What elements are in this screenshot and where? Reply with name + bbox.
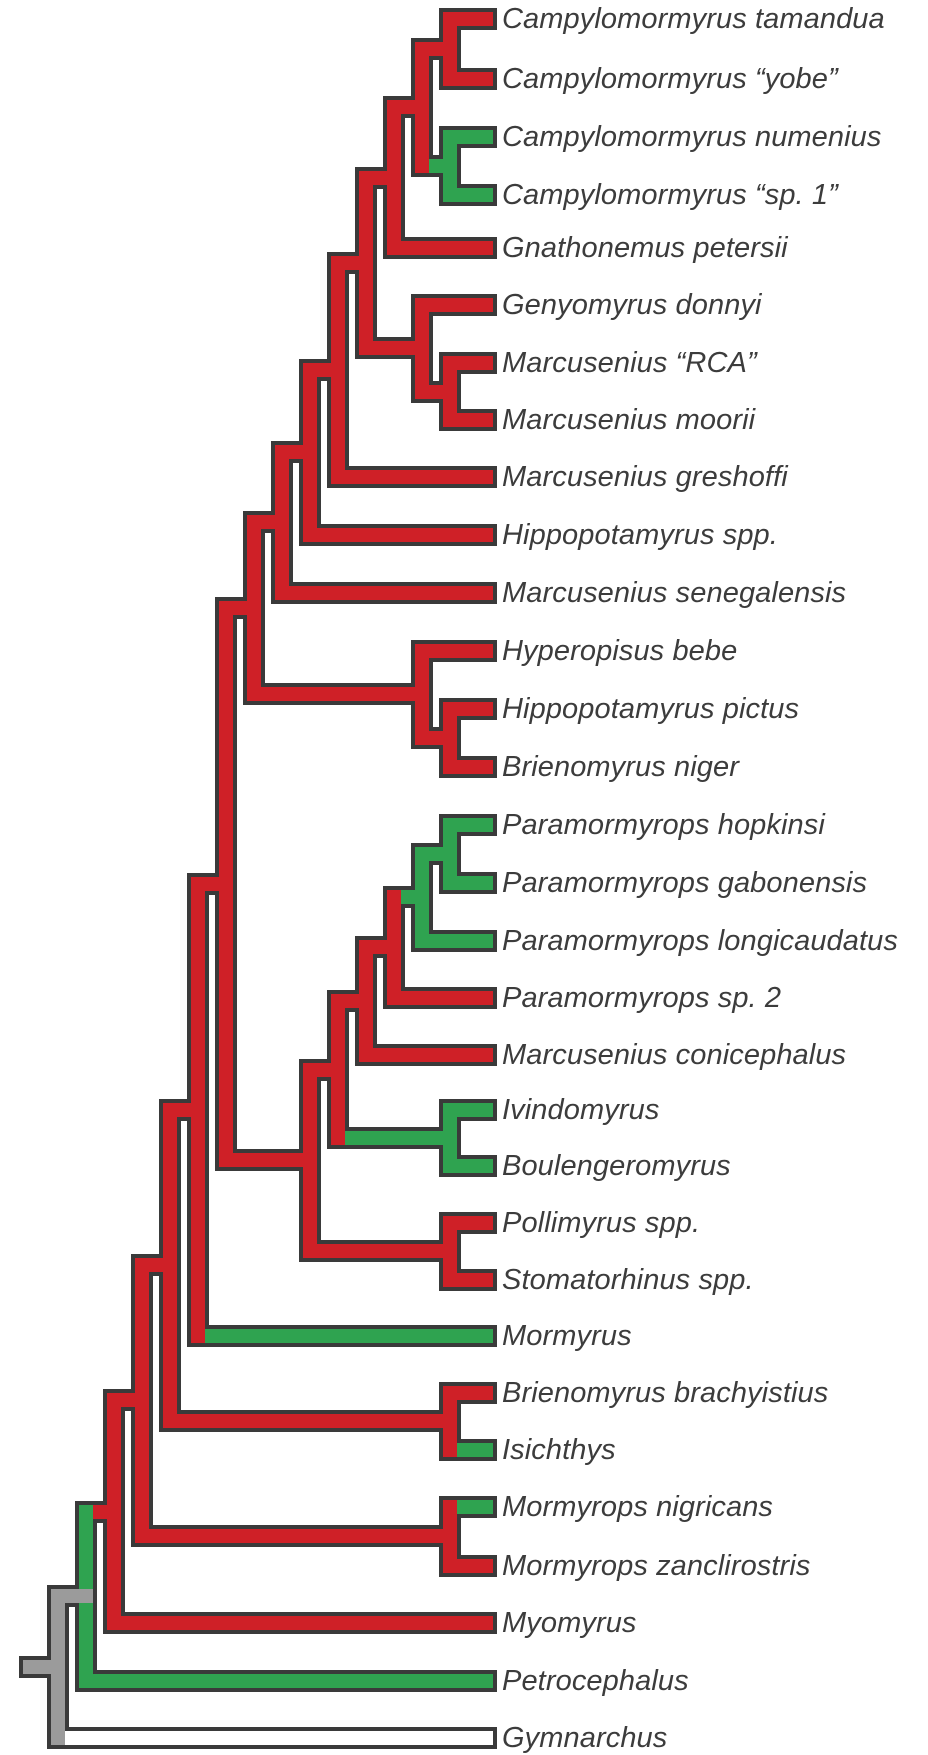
taxon-label-campylomormyrus-tamandua: Campylomormyrus tamandua bbox=[502, 3, 885, 35]
taxon-label-gymnarchus: Gymnarchus bbox=[502, 1722, 668, 1754]
taxon-label-paramormyrops-hopkinsi: Paramormyrops hopkinsi bbox=[502, 809, 825, 841]
taxon-label-campylomormyrus-sp-1: Campylomormyrus “sp. 1” bbox=[502, 179, 838, 211]
taxon-label-gnathonemus-petersii: Gnathonemus petersii bbox=[502, 232, 788, 264]
taxon-label-isichthys: Isichthys bbox=[502, 1434, 616, 1466]
taxon-label-paramormyrops-gabonensis: Paramormyrops gabonensis bbox=[502, 867, 868, 899]
taxon-label-ivindomyrus: Ivindomyrus bbox=[502, 1094, 660, 1126]
taxon-label-myomyrus: Myomyrus bbox=[502, 1607, 637, 1639]
taxon-label-hippopotamyrus-spp: Hippopotamyrus spp. bbox=[502, 519, 778, 551]
taxon-label-brienomyrus-niger: Brienomyrus niger bbox=[502, 751, 740, 783]
taxon-label-genyomyrus-donnyi: Genyomyrus donnyi bbox=[502, 289, 762, 321]
taxon-label-boulengeromyrus: Boulengeromyrus bbox=[502, 1150, 731, 1182]
taxon-label-brienomyrus-brachyistius: Brienomyrus brachyistius bbox=[502, 1377, 829, 1409]
taxon-label-mormyrops-zanclirostris: Mormyrops zanclirostris bbox=[502, 1550, 811, 1582]
taxon-label-marcusenius-moorii: Marcusenius moorii bbox=[502, 404, 756, 436]
taxon-label-campylomormyrus-yobe: Campylomormyrus “yobe” bbox=[502, 63, 838, 95]
taxon-label-marcusenius-rca: Marcusenius “RCA” bbox=[502, 347, 757, 379]
taxon-label-hippopotamyrus-pictus: Hippopotamyrus pictus bbox=[502, 693, 800, 725]
taxon-label-mormyrops-nigricans: Mormyrops nigricans bbox=[502, 1491, 774, 1523]
taxon-label-hyperopisus-bebe: Hyperopisus bebe bbox=[502, 635, 738, 667]
taxon-label-marcusenius-senegalensis: Marcusenius senegalensis bbox=[502, 577, 847, 609]
taxon-label-stomatorhinus-spp: Stomatorhinus spp. bbox=[502, 1264, 754, 1296]
taxon-label-marcusenius-conicephalus: Marcusenius conicephalus bbox=[502, 1039, 847, 1071]
taxon-label-paramormyrops-longicaudatus: Paramormyrops longicaudatus bbox=[502, 925, 898, 957]
taxon-label-paramormyrops-sp-2: Paramormyrops sp. 2 bbox=[502, 982, 782, 1014]
taxon-label-campylomormyrus-numenius: Campylomormyrus numenius bbox=[502, 121, 882, 153]
taxon-label-pollimyrus-spp: Pollimyrus spp. bbox=[502, 1207, 701, 1239]
taxon-label-petrocephalus: Petrocephalus bbox=[502, 1665, 689, 1697]
taxon-label-mormyrus: Mormyrus bbox=[502, 1320, 632, 1352]
taxon-label-marcusenius-greshoffi: Marcusenius greshoffi bbox=[502, 461, 788, 493]
